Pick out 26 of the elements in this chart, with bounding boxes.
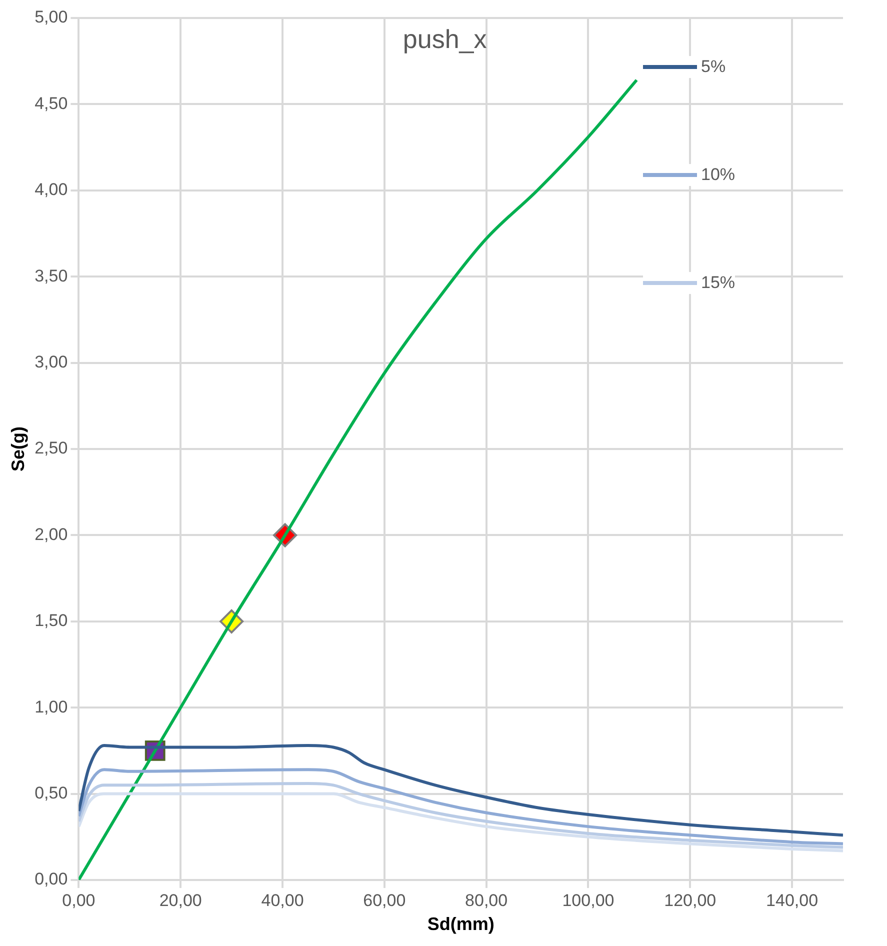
y-tick-label: 4,00 bbox=[34, 180, 68, 200]
x-tick-label: 80,00 bbox=[465, 890, 508, 910]
chart-title: push_x bbox=[402, 24, 487, 54]
y-tick-label: 2,50 bbox=[34, 438, 68, 458]
line-series bbox=[78, 78, 638, 880]
x-tick-label: 0,00 bbox=[62, 890, 96, 910]
x-tick-label: 20,00 bbox=[159, 890, 202, 910]
y-tick-label: 0,00 bbox=[34, 870, 68, 889]
y-tick-label: 4,50 bbox=[34, 94, 68, 113]
x-tick-label: 40,00 bbox=[261, 890, 304, 910]
x-tick-label: 100,00 bbox=[562, 890, 614, 910]
y-tick-label: 5,00 bbox=[34, 8, 68, 27]
y-tick-label: 1,50 bbox=[34, 611, 68, 630]
legend-label: 10% bbox=[701, 165, 736, 185]
x-axis-title: Sd(mm) bbox=[427, 914, 494, 934]
x-tick-label: 140,00 bbox=[766, 890, 818, 910]
y-tick-label: 1,00 bbox=[34, 697, 68, 716]
y-tick-label: 3,00 bbox=[34, 352, 68, 372]
legend-label: 5% bbox=[701, 57, 726, 77]
y-tick-label: 0,50 bbox=[34, 783, 68, 802]
legend-label: 15% bbox=[701, 273, 736, 293]
x-tick-label: 60,00 bbox=[363, 890, 406, 910]
y-axis-title: Se(g) bbox=[8, 426, 28, 472]
y-tick-label: 3,50 bbox=[34, 266, 68, 286]
x-tick-label: 120,00 bbox=[664, 890, 716, 910]
y-tick-label: 2,00 bbox=[34, 524, 68, 544]
